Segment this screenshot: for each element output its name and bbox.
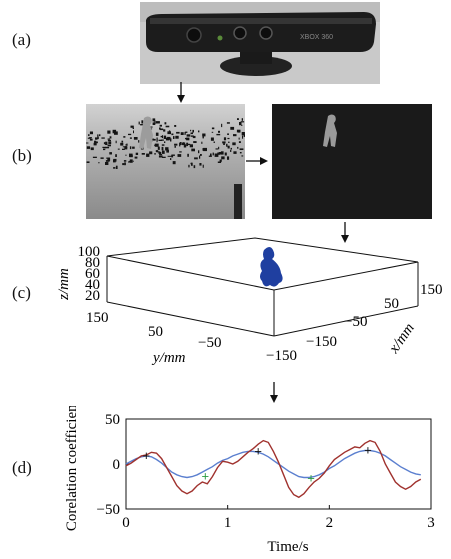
x-axis-ticks: 150 50 −50 −150 — [306, 282, 443, 350]
peak-marker: + — [202, 469, 210, 484]
x-tick-label: −150 — [306, 334, 337, 350]
ir-emitter-icon — [186, 27, 202, 43]
x-axis-label: x/mm — [386, 320, 418, 357]
arrow-raw-to-segmented — [246, 157, 268, 165]
panel-label-b: (b) — [12, 146, 32, 165]
z-tick-label: 80 — [85, 255, 100, 271]
sensor-stand — [220, 56, 292, 76]
y-axis-ticks: 150 50 −50 −150 — [86, 310, 297, 364]
peak-marker: + — [364, 443, 372, 458]
x-tick-label: 0 — [122, 515, 130, 531]
point-cloud-3d-plot: 100 80 60 40 20 z/mm 150 50 −50 −150 y/m… — [56, 237, 443, 366]
chart-y-axis-label: Corelation coefficien1 — [64, 406, 80, 531]
arrow-a-to-b — [177, 82, 185, 103]
z-axis-label: z/mm — [56, 268, 72, 301]
x-tick-label: −50 — [344, 314, 367, 330]
person-silhouette-raw — [139, 116, 153, 149]
ir-camera-icon — [259, 26, 273, 40]
raw-depth-image — [86, 104, 245, 219]
y-tick-label: 50 — [148, 324, 163, 340]
plot3d-x-axis — [273, 305, 419, 337]
y-tick-label: 150 — [86, 310, 109, 326]
series-line — [125, 439, 422, 499]
y-tick-label: 0 — [113, 457, 121, 473]
sensor-brand-text: XBOX 360 — [300, 34, 333, 41]
person-silhouette-segmented — [323, 114, 337, 147]
y-axis-label: y/mm — [151, 350, 186, 366]
arrow-c-to-d — [270, 382, 278, 403]
point-cloud-blob — [260, 247, 283, 287]
x-tick-label: 1 — [224, 515, 232, 531]
z-tick-label: 60 — [85, 266, 100, 282]
y-tick-label: −50 — [97, 502, 120, 518]
z-axis-ticks: 100 80 60 40 20 — [78, 244, 101, 304]
plot3d-y-axis — [106, 301, 275, 337]
chart-x-axis-label: Time/s — [267, 539, 308, 555]
series-line — [125, 449, 421, 479]
y-tick-label: 50 — [105, 412, 120, 428]
rgb-camera-icon — [233, 26, 247, 40]
x-tick-label: 150 — [420, 282, 443, 298]
kinect-sensor-photo: XBOX 360 — [140, 2, 380, 84]
x-tick-label: 50 — [384, 296, 399, 312]
z-tick-label: 40 — [85, 277, 100, 293]
peak-marker: + — [254, 443, 262, 458]
y-tick-label: −50 — [198, 335, 221, 351]
arrow-b-to-c — [341, 222, 349, 243]
panel-label-a: (a) — [12, 30, 31, 49]
peak-marker: + — [307, 470, 315, 485]
segmented-person-image — [272, 104, 432, 219]
y-tick-label: −150 — [266, 348, 297, 364]
peak-marker: + — [143, 448, 151, 463]
z-tick-label: 100 — [78, 244, 101, 260]
panel-label-d: (d) — [12, 458, 32, 477]
x-tick-label: 3 — [427, 515, 435, 531]
x-tick-label: 2 — [326, 515, 334, 531]
panel-label-c: (c) — [12, 283, 31, 302]
z-tick-label: 20 — [85, 288, 100, 304]
